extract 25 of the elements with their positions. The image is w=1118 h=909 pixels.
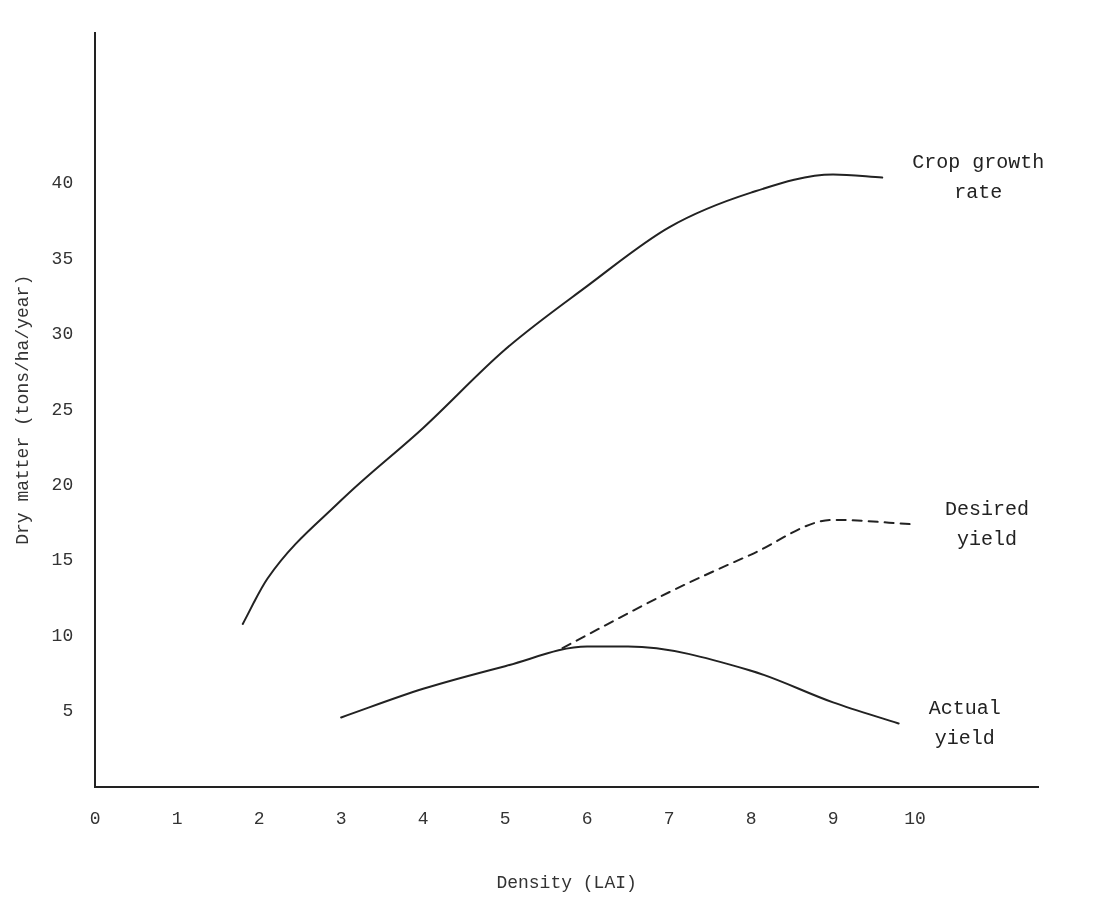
y-tick-label: 40 xyxy=(51,173,74,194)
y-tick-label: 15 xyxy=(51,550,74,571)
x-tick-label: 10 xyxy=(904,809,926,830)
x-tick-label: 1 xyxy=(171,809,183,830)
y-tick-label: 35 xyxy=(51,248,74,269)
x-tick-label: 7 xyxy=(663,809,675,830)
line-series xyxy=(241,173,884,625)
y-tick-label: 5 xyxy=(62,701,74,722)
y-axis-title: Dry matter (tons/ha/year) xyxy=(12,274,33,545)
x-tick-label: 0 xyxy=(89,809,101,830)
x-tick-label: 9 xyxy=(827,809,839,830)
series-label: Desired yield xyxy=(945,497,1030,551)
x-axis-title: Density (LAI) xyxy=(496,872,637,893)
y-tick-label: 25 xyxy=(51,399,74,420)
series-label: Actual yield xyxy=(928,696,1001,750)
x-tick-label: 2 xyxy=(253,809,265,830)
x-tick-label: 6 xyxy=(581,809,593,830)
x-tick-label: 3 xyxy=(335,809,347,830)
x-tick-label: 8 xyxy=(745,809,757,830)
y-tick-label: 30 xyxy=(51,324,74,345)
x-tick-label: 5 xyxy=(499,809,511,830)
x-tick-label: 4 xyxy=(417,809,429,830)
series-label: Crop growth rate xyxy=(912,150,1045,204)
y-tick-label: 20 xyxy=(51,474,74,495)
y-tick-label: 10 xyxy=(51,625,74,646)
